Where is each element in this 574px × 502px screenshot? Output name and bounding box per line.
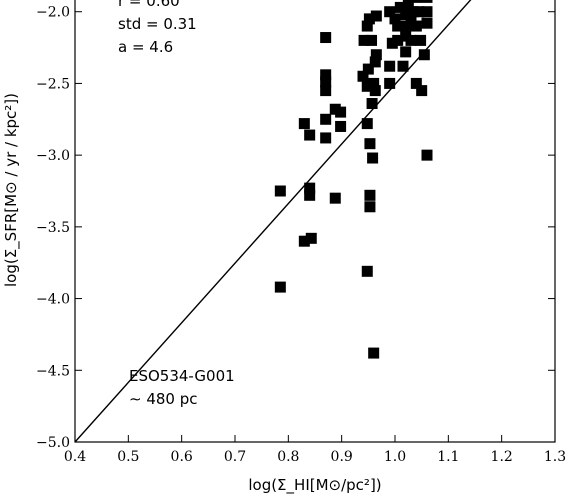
data-point — [421, 149, 433, 161]
data-point — [357, 70, 369, 82]
data-point — [320, 132, 332, 144]
data-point — [367, 152, 379, 164]
data-point — [335, 120, 347, 132]
data-point — [358, 34, 370, 46]
data-point — [368, 77, 380, 89]
y-tick-label: −4.5 — [36, 363, 70, 379]
x-tick-label: 0.7 — [224, 449, 246, 465]
x-tick-label: 0.4 — [64, 449, 86, 465]
x-tick-label: 0.8 — [277, 449, 299, 465]
y-tick-label: −3.5 — [36, 220, 70, 236]
data-point — [421, 6, 433, 18]
y-tick-label: −2.0 — [36, 5, 70, 21]
data-point — [335, 106, 347, 118]
data-point — [368, 347, 380, 359]
data-point — [370, 49, 382, 61]
y-tick-label: −4.0 — [36, 292, 70, 308]
data-point — [329, 192, 341, 204]
data-point — [384, 6, 396, 18]
data-point — [384, 60, 396, 72]
data-point — [304, 189, 316, 201]
data-point — [366, 98, 378, 110]
data-points — [274, 0, 433, 359]
data-point — [320, 69, 332, 81]
data-point — [400, 20, 412, 32]
plot-frame — [74, 0, 556, 443]
data-point — [416, 85, 428, 97]
data-point — [274, 185, 286, 197]
data-point — [370, 10, 382, 22]
data-point — [363, 13, 375, 25]
x-tick-label: 1.1 — [437, 449, 459, 465]
data-point — [361, 20, 373, 32]
y-tick-label: −5.0 — [36, 435, 70, 451]
axis-ticks: 0.4 0.5 0.6 0.7 0.8 0.9 1.0 1.1 1.2 1.3 −5.0 −4.5 −4… — [36, 5, 566, 465]
stats-line-std: std = 0.31 — [118, 15, 197, 33]
data-point — [364, 201, 376, 213]
data-point — [384, 77, 396, 89]
annotation-scale: ∼ 480 pc — [129, 390, 198, 408]
data-point — [361, 118, 373, 130]
data-point — [410, 77, 422, 89]
x-tick-label: 1.3 — [544, 449, 566, 465]
data-point — [364, 138, 376, 150]
data-point — [410, 0, 422, 3]
data-point — [369, 56, 381, 68]
data-point — [320, 76, 332, 88]
data-point — [304, 182, 316, 194]
data-point — [418, 49, 430, 61]
data-point — [405, 13, 417, 25]
data-point — [320, 32, 332, 44]
data-point — [389, 13, 401, 25]
annotation-galaxy: ESO534-G001 — [129, 367, 235, 385]
data-point — [304, 129, 316, 141]
data-point — [298, 118, 310, 130]
x-tick-label: 1.0 — [384, 449, 406, 465]
fit-line-group — [74, 0, 472, 443]
data-point — [421, 0, 433, 3]
data-point — [362, 63, 374, 75]
data-point — [413, 6, 425, 18]
data-point — [421, 17, 433, 29]
y-tick-label: −2.5 — [36, 76, 70, 92]
data-point — [410, 20, 422, 32]
x-tick-label: 1.2 — [491, 449, 513, 465]
data-point — [392, 34, 404, 46]
data-point — [394, 1, 406, 13]
data-point — [369, 85, 381, 97]
data-point — [361, 265, 373, 277]
fit-line — [74, 0, 472, 443]
x-tick-label: 0.6 — [171, 449, 193, 465]
x-axis-label: log(Σ_HI[M⊙/pc²]) — [248, 476, 381, 495]
data-point — [405, 34, 417, 46]
y-axis-label: log(Σ_SFR[M⊙ / yr / kpc²]) — [2, 93, 21, 287]
data-point — [402, 0, 414, 11]
data-point — [400, 46, 412, 58]
x-tick-label: 0.9 — [331, 449, 353, 465]
data-point — [361, 80, 373, 92]
data-point — [298, 235, 310, 247]
x-tick-label: 0.5 — [117, 449, 139, 465]
stats-line-a: a = 4.6 — [118, 38, 173, 56]
data-point — [274, 281, 286, 293]
y-tick-label: −3.0 — [36, 148, 70, 164]
data-point — [305, 232, 317, 244]
data-point — [320, 113, 332, 125]
data-point — [364, 189, 376, 201]
data-point — [392, 20, 404, 32]
data-point — [320, 85, 332, 97]
data-point — [397, 60, 409, 72]
stats-line-r: r = 0.60 — [118, 0, 180, 10]
data-point — [366, 34, 378, 46]
data-point — [415, 34, 427, 46]
